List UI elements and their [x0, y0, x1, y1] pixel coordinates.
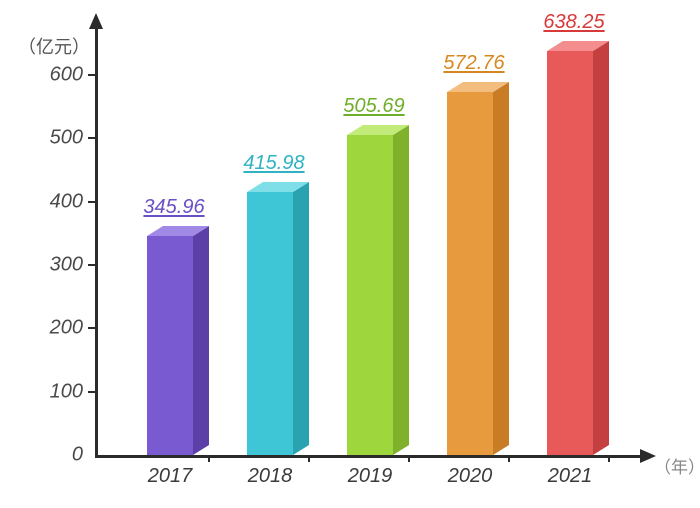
x-tick-mark	[408, 455, 410, 462]
bar-side	[293, 182, 309, 455]
y-tick-mark	[88, 137, 96, 139]
x-tick-mark	[608, 455, 610, 462]
y-tick-label: 100	[33, 380, 83, 403]
bar-front	[247, 192, 293, 455]
bar-front	[447, 92, 493, 455]
bar-value-label: 415.98	[243, 152, 304, 175]
bar-value-label: 572.76	[443, 52, 504, 75]
bar-value-label: 345.96	[143, 196, 204, 219]
y-tick-mark	[88, 201, 96, 203]
x-axis-unit: （年）	[654, 453, 700, 478]
y-tick-label: 400	[33, 190, 83, 213]
x-axis	[95, 455, 640, 458]
bar	[547, 41, 609, 455]
bar	[447, 82, 509, 455]
bar-chart-3d: （亿元） （年） 0 100 200 300 400 500 600 2017 345.96 2018…	[0, 0, 700, 508]
bar-front	[547, 51, 593, 455]
x-category-label: 2019	[348, 465, 393, 488]
bar-side	[193, 226, 209, 455]
x-category-label: 2017	[148, 465, 193, 488]
y-tick-label: 500	[33, 127, 83, 150]
bar	[247, 182, 309, 455]
x-category-label: 2018	[248, 465, 293, 488]
y-tick-label: 0	[33, 444, 83, 467]
y-tick-mark	[88, 264, 96, 266]
bar	[347, 125, 409, 455]
y-axis-unit: （亿元）	[18, 33, 90, 59]
y-tick-label: 300	[33, 254, 83, 277]
y-tick-mark	[88, 74, 96, 76]
bar-value-label: 638.25	[543, 11, 604, 34]
bar-front	[147, 236, 193, 455]
bar	[147, 226, 209, 455]
bar-side	[493, 82, 509, 455]
x-category-label: 2021	[548, 465, 593, 488]
x-category-label: 2020	[448, 465, 493, 488]
y-tick-mark	[88, 327, 96, 329]
y-tick-label: 600	[33, 64, 83, 87]
y-tick-mark	[88, 391, 96, 393]
bar-front	[347, 135, 393, 455]
x-tick-mark	[308, 455, 310, 462]
bar-side	[393, 125, 409, 455]
y-tick-label: 200	[33, 317, 83, 340]
bar-side	[593, 41, 609, 455]
x-tick-mark	[208, 455, 210, 462]
y-axis-arrow	[89, 13, 103, 29]
x-tick-mark	[508, 455, 510, 462]
bar-value-label: 505.69	[343, 95, 404, 118]
